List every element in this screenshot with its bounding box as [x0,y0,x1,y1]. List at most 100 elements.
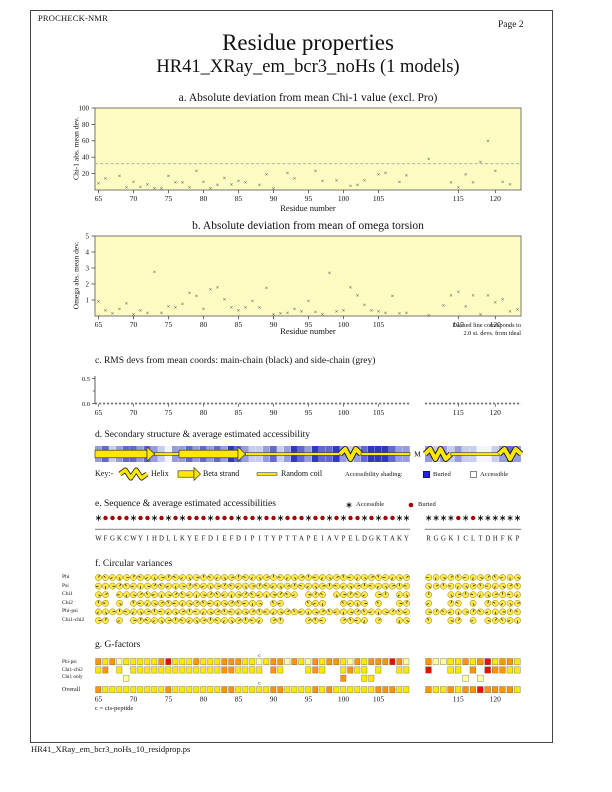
svg-text:×: × [258,182,262,189]
svg-text:115: 115 [453,194,464,203]
svg-text:T: T [478,536,483,543]
svg-text:×: × [314,168,318,175]
svg-text:85: 85 [235,194,243,203]
svg-text:70: 70 [130,408,138,417]
svg-text:Y: Y [187,536,192,543]
svg-text:100: 100 [79,104,90,112]
f-row-label-chi1: Chi1 [62,591,73,598]
svg-text:80: 80 [82,121,90,129]
svg-text:×: × [449,292,453,299]
svg-text:90: 90 [270,695,278,704]
svg-text:40: 40 [82,154,90,162]
svg-text:E: E [222,536,226,543]
svg-text:T: T [264,536,269,543]
chart-b-xlabel: Residue number [280,326,336,336]
svg-text:E: E [348,536,352,543]
accessible-label: Accessible [480,471,509,478]
svg-text:×: × [286,170,290,177]
svg-text:×: × [181,301,185,308]
svg-text:×: × [202,306,206,313]
svg-text:×: × [181,180,185,187]
svg-text:×: × [427,156,431,163]
svg-text:×: × [363,177,367,184]
svg-text:V: V [334,536,339,543]
chart-d-title: d. Secondary structure & average estimat… [95,430,310,440]
svg-text:C: C [463,536,468,543]
svg-text:80: 80 [200,194,208,203]
chart-g-title: g. G-factors [95,640,141,650]
svg-text:×: × [508,181,512,188]
svg-text:Y: Y [271,536,276,543]
svg-text:×: × [237,178,241,185]
svg-text:×: × [118,173,122,180]
svg-text:F: F [230,536,234,543]
svg-text:W: W [130,536,137,543]
svg-text:G: G [110,536,115,543]
svg-text:R: R [426,536,431,543]
chart-c-title: c. RMS devs from mean coords: main-chain… [95,356,376,366]
svg-text:A: A [299,536,304,543]
svg-text:×: × [167,304,171,311]
svg-text:70: 70 [130,194,138,203]
svg-text:×: × [272,185,276,192]
svg-text:×: × [293,306,297,313]
svg-text:×: × [405,172,409,179]
svg-text:×: × [174,304,178,311]
svg-text:120: 120 [490,695,502,704]
app-name: PROCHECK-NMR [38,13,108,23]
svg-text:D: D [362,536,367,543]
svg-text:×: × [486,138,490,145]
chart-b-title: b. Absolute deviation from mean of omega… [192,220,424,232]
svg-text:I: I [321,536,324,543]
svg-text:×: × [449,180,453,187]
svg-text:×: × [111,311,115,318]
svg-text:×: × [265,285,269,292]
svg-text:L: L [471,536,475,543]
svg-text:W: W [95,536,102,543]
f-row-label-phi: Phi [62,574,70,580]
svg-text:×: × [456,185,460,192]
svg-text:D: D [208,536,213,543]
svg-text:×: × [384,310,388,317]
svg-text:×: × [146,310,150,317]
svg-text:×: × [384,170,388,177]
page-title: Residue properties [222,30,394,55]
svg-text:×: × [216,182,220,189]
svg-text:I: I [146,536,149,543]
svg-text:×: × [97,299,101,306]
key-label: Key:- [95,469,114,478]
svg-text:3: 3 [86,264,90,272]
svg-text:90: 90 [270,320,278,329]
chart-c-plot: 0.5 0.0 65 70 75 80 85 90 95 100 105 115 120 [82,376,522,417]
svg-text:80: 80 [200,408,208,417]
svg-text:E: E [313,536,317,543]
svg-text:×: × [209,287,213,294]
svg-text:×: × [97,181,101,188]
page-number: Page 2 [498,20,524,30]
svg-text:×: × [188,185,192,192]
svg-text:A: A [327,536,332,543]
chart-d-structure: M [94,446,524,482]
svg-text:×: × [456,289,460,296]
svg-text:×: × [216,284,220,291]
svg-text:P: P [516,536,520,543]
svg-text:I: I [244,536,247,543]
key-helix-label: Helix [151,469,169,478]
page-border [30,10,553,743]
svg-text:L: L [355,536,359,543]
svg-text:×: × [391,293,395,300]
accessibility-shading-label: Accessibility shading: [345,471,403,478]
dashed-line-note-1: Dashed line corresponds to [452,322,521,329]
svg-text:T: T [285,536,290,543]
svg-text:105: 105 [373,194,385,203]
svg-text:95: 95 [305,695,313,704]
f-row-label-psi: Psi [62,582,69,589]
filename-footer: HR41_XRay_em_bcr3_noHs_10_residprop.ps [31,744,191,754]
svg-text:105: 105 [373,695,385,704]
svg-text:×: × [356,292,360,299]
svg-text:×: × [160,185,164,192]
svg-text:E: E [194,536,198,543]
chart-a-xlabel: Residue number [280,203,336,213]
svg-text:×: × [321,312,325,319]
